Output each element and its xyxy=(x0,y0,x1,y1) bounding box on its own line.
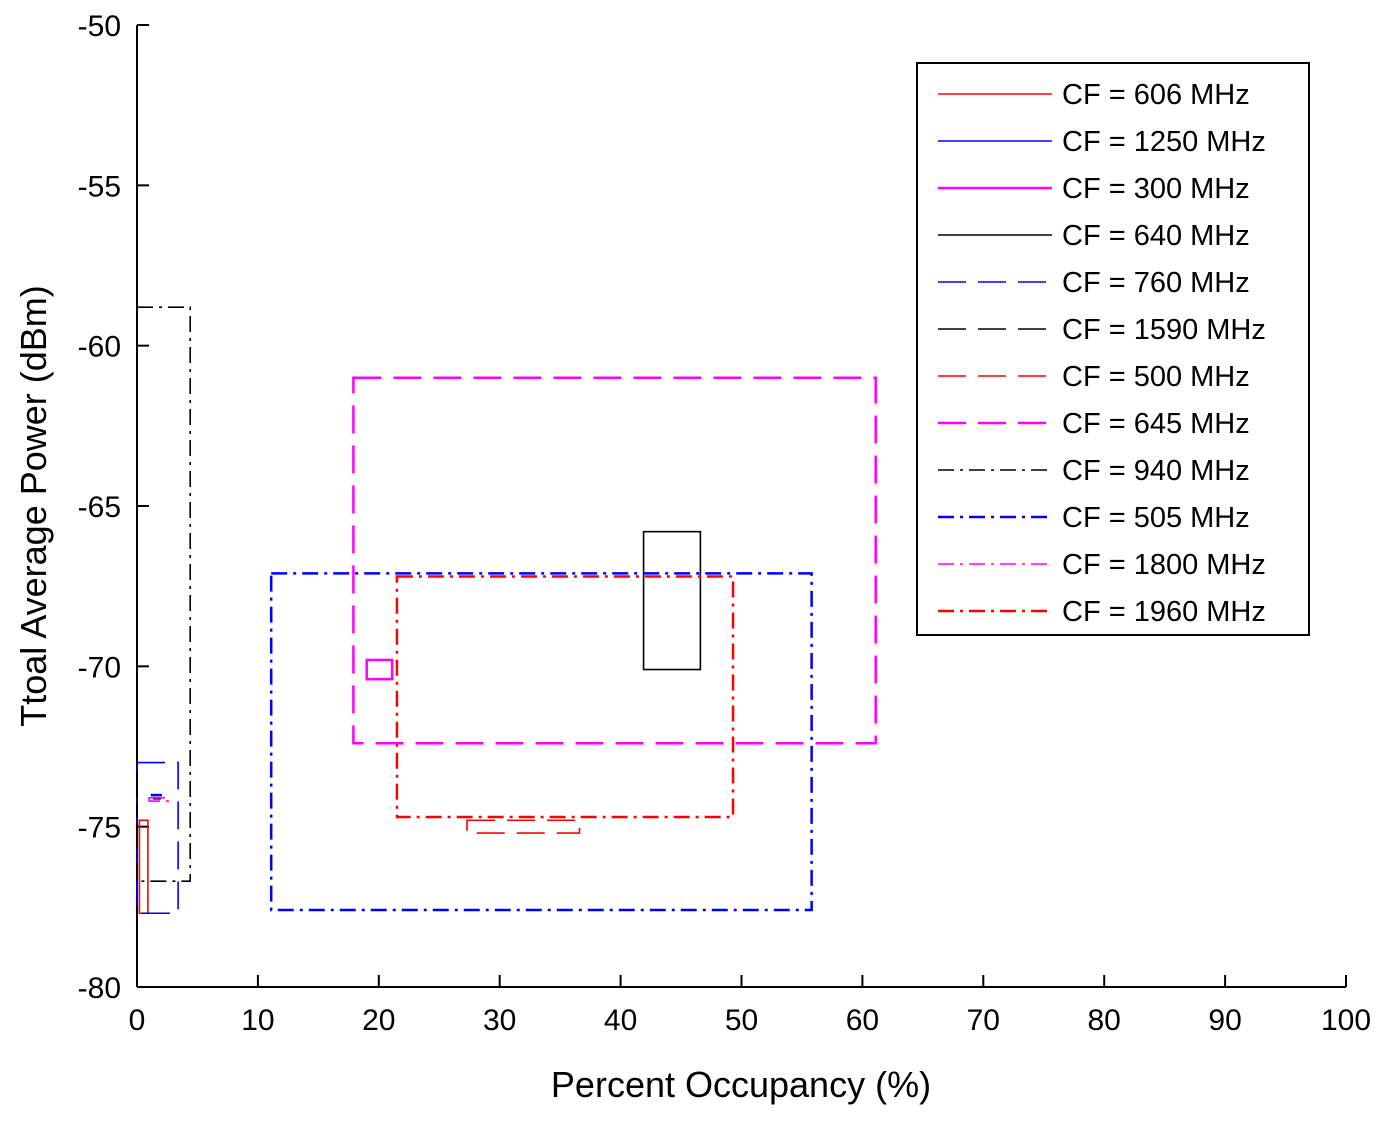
y-tick-label: -65 xyxy=(78,491,121,524)
series-rect-10 xyxy=(148,797,170,802)
legend-label: CF = 645 MHz xyxy=(1062,408,1250,440)
legend-label: CF = 300 MHz xyxy=(1062,173,1250,205)
series-rect-11 xyxy=(395,575,735,819)
legend-label: CF = 500 MHz xyxy=(1062,361,1250,393)
series-rect-7 xyxy=(352,376,877,745)
legend-label: CF = 640 MHz xyxy=(1062,220,1250,252)
legend-label: CF = 1800 MHz xyxy=(1062,549,1266,581)
y-tick-label: -60 xyxy=(78,331,121,364)
x-tick-label: 50 xyxy=(725,1004,758,1037)
legend-entries: CF = 606 MHz CF = 1250 MHz CF = 300 MHz CF … xyxy=(938,79,1266,628)
series-rect-3 xyxy=(642,530,702,671)
y-tick-label: -55 xyxy=(78,170,121,203)
series-rect-8 xyxy=(136,306,191,882)
legend-box xyxy=(916,62,1310,636)
plot-area: 0 10 20 30 40 50 60 70 80 90 100 -50 -55 -60 -65 -70 -7… xyxy=(78,10,1371,1037)
legend-label: CF = 1250 MHz xyxy=(1062,126,1266,158)
legend-label: CF = 760 MHz xyxy=(1062,267,1250,299)
x-tick-label: 60 xyxy=(846,1004,879,1037)
y-tick-label: -50 xyxy=(78,10,121,43)
x-tick-label: 80 xyxy=(1088,1004,1121,1037)
legend-label: CF = 1960 MHz xyxy=(1062,596,1266,628)
series-rect-6 xyxy=(466,819,581,834)
y-ticks: -50 -55 -60 -65 -70 -75 -80 xyxy=(78,10,149,1005)
x-tick-label: 100 xyxy=(1321,1004,1371,1037)
x-tick-label: 70 xyxy=(967,1004,1000,1037)
x-tick-label: 30 xyxy=(483,1004,516,1037)
x-tick-label: 40 xyxy=(604,1004,637,1037)
legend-label: CF = 940 MHz xyxy=(1062,455,1250,487)
y-axis-label: Ttoal Average Power (dBm) xyxy=(13,285,54,727)
x-ticks: 0 10 20 30 40 50 60 70 80 90 100 xyxy=(129,975,1371,1037)
y-tick-label: -75 xyxy=(78,812,121,845)
series-rect-4 xyxy=(136,761,179,915)
legend-label: CF = 606 MHz xyxy=(1062,79,1250,111)
legend-label: CF = 1590 MHz xyxy=(1062,314,1266,346)
x-tick-label: 0 xyxy=(129,1004,146,1037)
series-rect-1 xyxy=(150,793,162,797)
series-layer xyxy=(136,306,877,915)
y-tick-label: -80 xyxy=(78,972,121,1005)
x-tick-label: 10 xyxy=(241,1004,274,1037)
x-tick-label: 90 xyxy=(1208,1004,1241,1037)
x-tick-label: 20 xyxy=(362,1004,395,1037)
legend-label: CF = 505 MHz xyxy=(1062,502,1250,534)
series-rect-2 xyxy=(365,658,394,681)
x-axis-label: Percent Occupancy (%) xyxy=(551,1064,931,1105)
legend: CF = 606 MHz CF = 1250 MHz CF = 300 MHz CF … xyxy=(916,62,1310,636)
series-rect-0 xyxy=(138,819,149,915)
y-tick-label: -70 xyxy=(78,651,121,684)
series-rect-9 xyxy=(269,572,813,912)
